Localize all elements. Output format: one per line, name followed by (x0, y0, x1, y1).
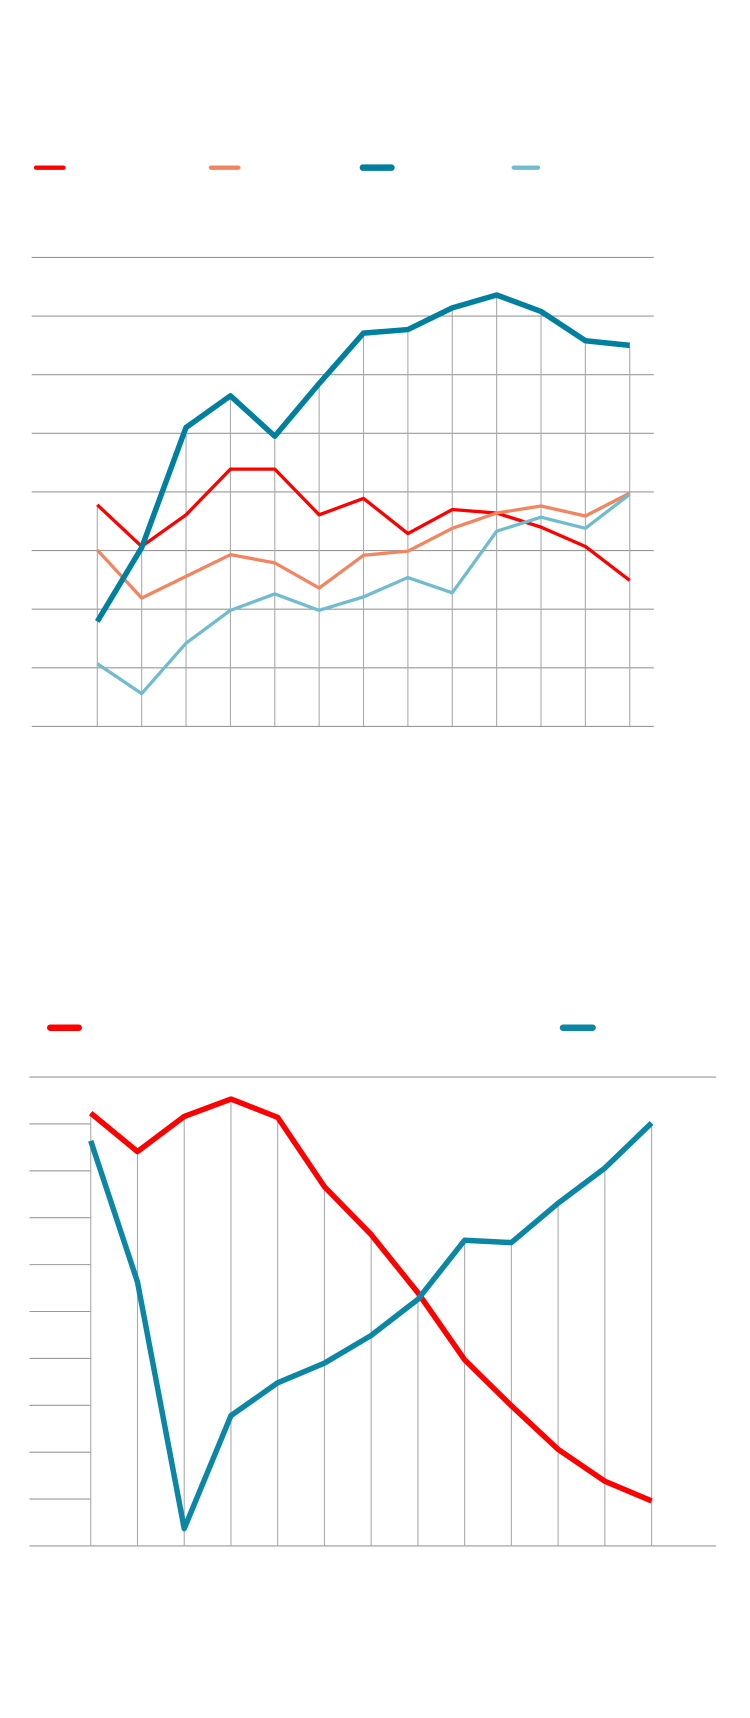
series-line (96, 492, 631, 696)
series-line (94, 292, 631, 623)
series-line (89, 1096, 653, 1504)
series-line (96, 467, 631, 582)
series-line (96, 491, 631, 600)
series-line (88, 1121, 654, 1532)
